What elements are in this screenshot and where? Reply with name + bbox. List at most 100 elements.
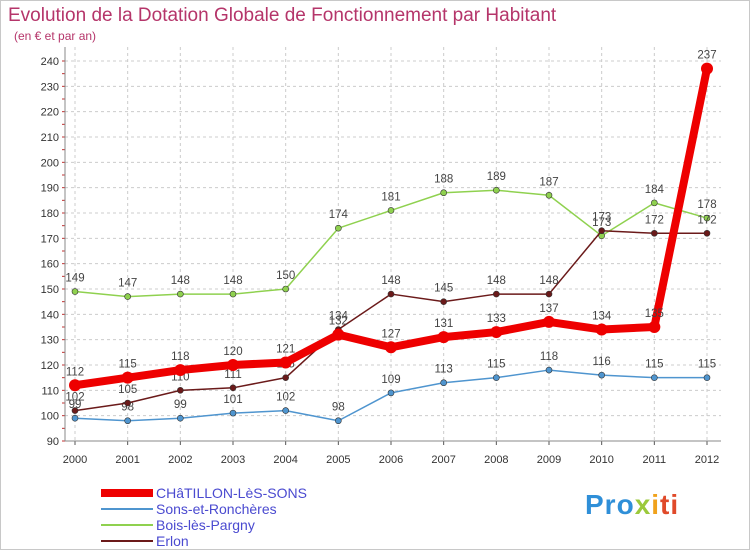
legend-item-chatillon: CHâTILLON-LèS-SONS [101,485,401,501]
data-label: 118 [171,351,189,363]
data-point [651,374,658,381]
data-point [437,331,450,344]
data-label: 147 [118,278,137,290]
x-tick-label: 2002 [168,454,192,466]
y-tick-label: 220 [41,107,59,119]
data-label: 118 [540,351,558,363]
legend-item-erlon: Erlon [101,533,401,549]
y-tick-label: 230 [41,81,59,93]
data-label: 149 [65,273,84,285]
y-tick-label: 240 [41,56,59,68]
y-tick-label: 110 [41,385,59,397]
y-tick-label: 100 [41,411,59,423]
x-tick-label: 2000 [63,454,87,466]
data-label: 105 [118,384,137,396]
data-point [124,417,131,425]
data-label: 121 [276,343,295,355]
y-tick-label: 140 [41,309,59,321]
data-point [387,389,395,397]
data-label: 115 [487,359,505,371]
legend-item-sons-et-ronchere: Sons-et-Ronchères [101,501,401,517]
y-tick-label: 130 [41,335,59,347]
legend-swatch-bois [101,524,153,526]
data-point [543,315,555,328]
data-label: 113 [434,364,452,376]
data-label: 127 [381,328,400,340]
data-label: 134 [329,311,349,323]
data-label: 115 [118,359,136,371]
data-label: 181 [381,191,400,203]
data-label: 188 [434,174,453,186]
x-tick-label: 2003 [221,454,245,466]
data-point [490,326,503,339]
data-point [545,290,553,298]
data-label: 102 [65,392,84,404]
data-label: 135 [645,308,664,320]
data-label: 150 [276,270,295,282]
legend: CHâTILLON-LèS-SONS Sons-et-Ronchères Boi… [101,485,401,549]
legend-swatch-chatillon [101,489,153,497]
data-point [124,293,131,300]
data-label: 116 [592,356,610,368]
x-tick-label: 2005 [326,454,350,466]
data-point [385,341,397,354]
data-label: 109 [381,374,400,386]
legend-label-sons: Sons-et-Ronchères [156,501,277,517]
data-point [440,379,447,387]
data-label: 145 [434,283,453,295]
legend-swatch-erlon [101,540,153,542]
data-label: 148 [487,275,506,287]
x-tick-label: 2011 [643,454,667,466]
data-point [493,374,500,381]
data-point [69,379,81,392]
data-point [703,374,711,381]
data-point [229,290,237,298]
data-point [651,229,658,237]
x-tick-label: 2009 [537,454,561,466]
data-point [387,290,395,298]
data-label: 102 [276,392,295,404]
x-tick-label: 2006 [379,454,403,466]
y-tick-label: 150 [41,284,59,296]
data-label: 148 [223,275,242,287]
y-tick-label: 120 [41,360,59,372]
data-label: 99 [69,399,82,411]
data-label: 137 [539,303,558,315]
data-label: 189 [487,171,506,183]
y-tick-label: 170 [41,233,59,245]
data-label: 101 [223,394,242,406]
data-label: 112 [66,366,84,378]
data-label: 134 [592,311,612,323]
legend-item-bois-les-pargny: Bois-lès-Pargny [101,517,401,533]
data-point [703,229,711,237]
x-tick-label: 2001 [115,454,139,466]
x-tick-label: 2004 [273,454,297,466]
data-label: 99 [174,399,187,411]
data-label: 120 [223,346,242,358]
data-point [335,417,342,425]
data-point [598,227,605,235]
data-label: 115 [645,359,663,371]
y-tick-label: 210 [41,132,59,144]
x-tick-label: 2010 [589,454,613,466]
x-tick-label: 2007 [431,454,455,466]
data-point [440,189,447,197]
data-label: 174 [329,209,349,221]
data-point [282,407,289,414]
data-point [598,371,605,379]
x-tick-label: 2008 [484,454,508,466]
data-label: 237 [697,50,716,62]
data-label: 98 [121,402,134,414]
data-point [177,290,184,298]
data-label: 172 [697,214,716,226]
data-point [493,290,500,298]
data-label: 132 [329,316,348,328]
data-point [174,364,187,377]
y-tick-label: 90 [47,436,59,448]
data-point [229,409,237,417]
data-point [332,328,345,341]
y-tick-label: 180 [41,208,59,220]
data-point [227,359,239,371]
